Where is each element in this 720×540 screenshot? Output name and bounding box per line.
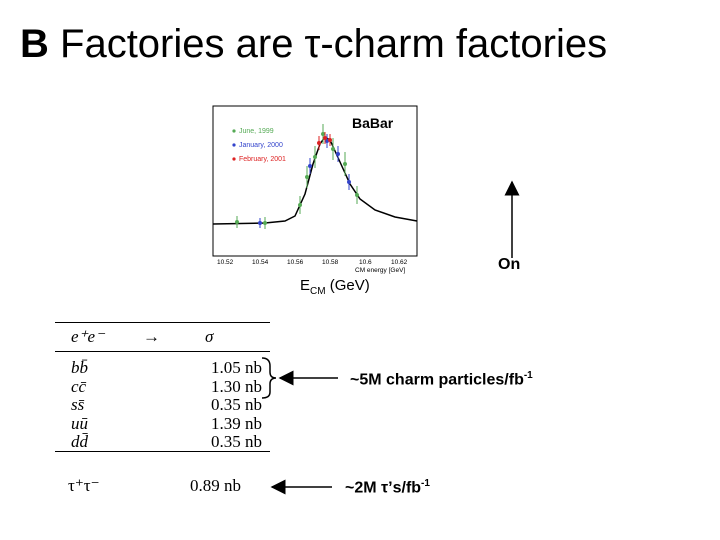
- row-process: uū: [71, 413, 88, 433]
- table-row: uū 1.39 nb: [55, 414, 270, 433]
- plot-frame: [212, 105, 418, 257]
- row-process: bb̄: [71, 358, 88, 377]
- ecm-unit: (GeV): [325, 277, 370, 294]
- table-row: cc̄ 1.30 nb: [55, 377, 270, 396]
- slide-title: B Factories are τ-charm factories: [20, 22, 607, 67]
- points-2000: [258, 134, 351, 228]
- row-value: 1.30 nb: [211, 376, 262, 396]
- table-row: dd̄ 0.35 nb: [55, 432, 270, 451]
- xtick-1: 10.52: [217, 259, 234, 266]
- charm-note-text: ~5M charm particles/fb: [350, 371, 524, 389]
- header-right: σ: [205, 327, 214, 346]
- table-header: e⁺e⁻ → σ: [55, 322, 270, 352]
- row-value: 0.35 nb: [211, 395, 262, 414]
- points-2001: [317, 132, 332, 150]
- charm-note-sup: -1: [523, 370, 533, 381]
- row-value: 1.05 nb: [211, 358, 262, 377]
- on-label: On: [498, 256, 521, 273]
- legend-marker-1: [232, 129, 236, 133]
- table-row: ss̄ 0.35 nb: [55, 395, 270, 414]
- resonance-plot: June, 1999 January, 2000 February, 2001 …: [205, 104, 420, 274]
- row-value: 1.39 nb: [211, 413, 262, 433]
- xtick-4: 10.58: [322, 259, 339, 266]
- plot-svg: June, 1999 January, 2000 February, 2001 …: [212, 105, 418, 274]
- title-text: Factories are τ-charm factories: [60, 22, 608, 66]
- ecm-main: E: [300, 277, 311, 294]
- legend-marker-3: [232, 157, 236, 161]
- cross-section-table: e⁺e⁻ → σ bb̄ 1.05 nb cc̄ 1.30 nb ss̄ 0.35 n…: [55, 322, 270, 456]
- ecm-label: ECM (GeV): [300, 277, 370, 297]
- header-arrow: →: [143, 327, 160, 346]
- tau-note-text: ~2M τ’s/fb: [345, 479, 422, 497]
- xtick-3: 10.56: [287, 259, 304, 266]
- xtick-6: 10.62: [391, 259, 408, 266]
- ecm-sub: CM: [310, 286, 326, 297]
- row-process: ss̄: [71, 395, 85, 414]
- header-left: e⁺e⁻: [71, 327, 105, 346]
- points-1999: [235, 124, 359, 229]
- row-process: dd̄: [71, 432, 88, 451]
- charm-note: ~5M charm particles/fb-1: [350, 370, 533, 389]
- tau-note-sup: -1: [421, 478, 430, 489]
- title-prefix: B: [20, 22, 49, 66]
- xtick-5: 10.6: [359, 259, 372, 266]
- xtick-2: 10.54: [252, 259, 269, 266]
- table-row: bb̄ 1.05 nb: [55, 358, 270, 377]
- row-process: cc̄: [71, 376, 87, 396]
- tau-note: ~2M τ’s/fb-1: [345, 478, 430, 497]
- legend-2: January, 2000: [239, 142, 283, 149]
- row-value: 0.35 nb: [211, 432, 262, 451]
- tau-process: τ⁺τ⁻: [68, 476, 100, 495]
- legend-marker-2: [232, 143, 236, 147]
- brand-label: BaBar: [352, 115, 394, 131]
- brace: [261, 357, 277, 399]
- legend-1: June, 1999: [239, 128, 274, 135]
- tau-value: 0.89 nb: [190, 476, 241, 495]
- xaxis-label: CM energy [GeV]: [355, 267, 405, 274]
- legend-3: February, 2001: [239, 156, 286, 163]
